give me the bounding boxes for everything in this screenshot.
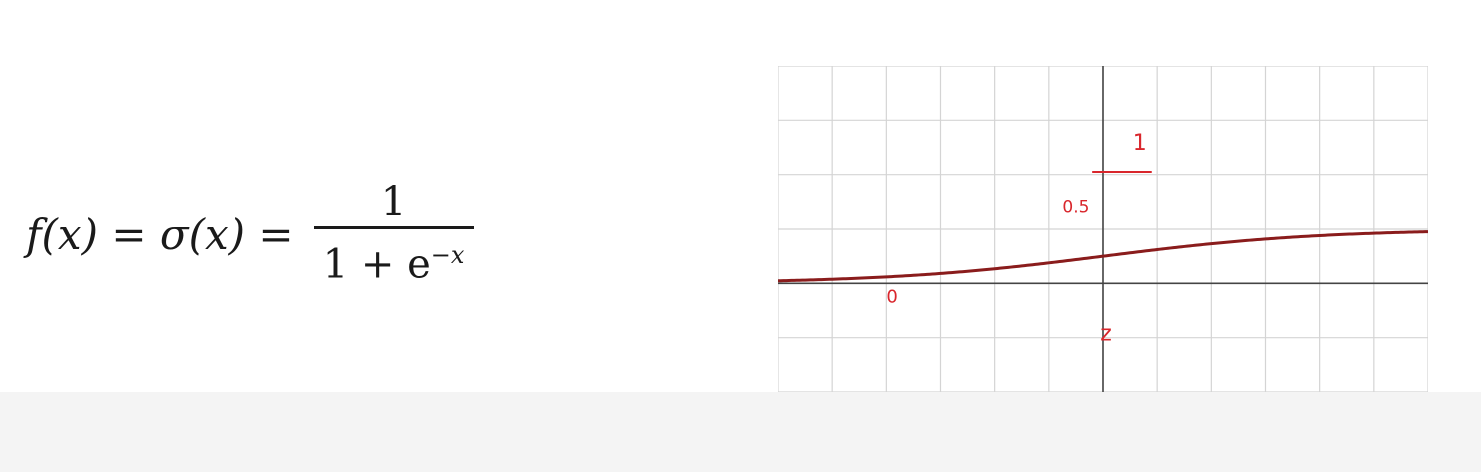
one-label: 1: [1133, 131, 1147, 156]
bottom-band: [0, 392, 1481, 472]
denominator-base: 1 + e: [322, 241, 431, 288]
sigmoid-chart: 1 0.5 0 z: [777, 65, 1429, 396]
zero-label: 0: [886, 286, 897, 307]
annotation-layer: 1 0.5 0 z: [886, 131, 1152, 346]
formula-fraction: 1 1 + e−x: [313, 178, 474, 290]
formula-lhs: f(x) = σ(x) =: [26, 209, 294, 259]
series-layer: [777, 230, 1429, 283]
axes-layer: [778, 66, 1428, 392]
fraction-bar: [313, 225, 474, 229]
formula-denominator: 1 + e−x: [319, 229, 469, 290]
half-label: 0.5: [1062, 198, 1089, 218]
formula-numerator: 1: [380, 178, 407, 225]
chart-svg: 1 0.5 0 z: [777, 65, 1429, 393]
denominator-exponent: −x: [430, 240, 465, 269]
sigmoid-formula: f(x) = σ(x) = 1 1 + e−x: [26, 178, 474, 290]
sigmoid-curve: [777, 230, 1429, 283]
z-label: z: [1100, 321, 1112, 346]
